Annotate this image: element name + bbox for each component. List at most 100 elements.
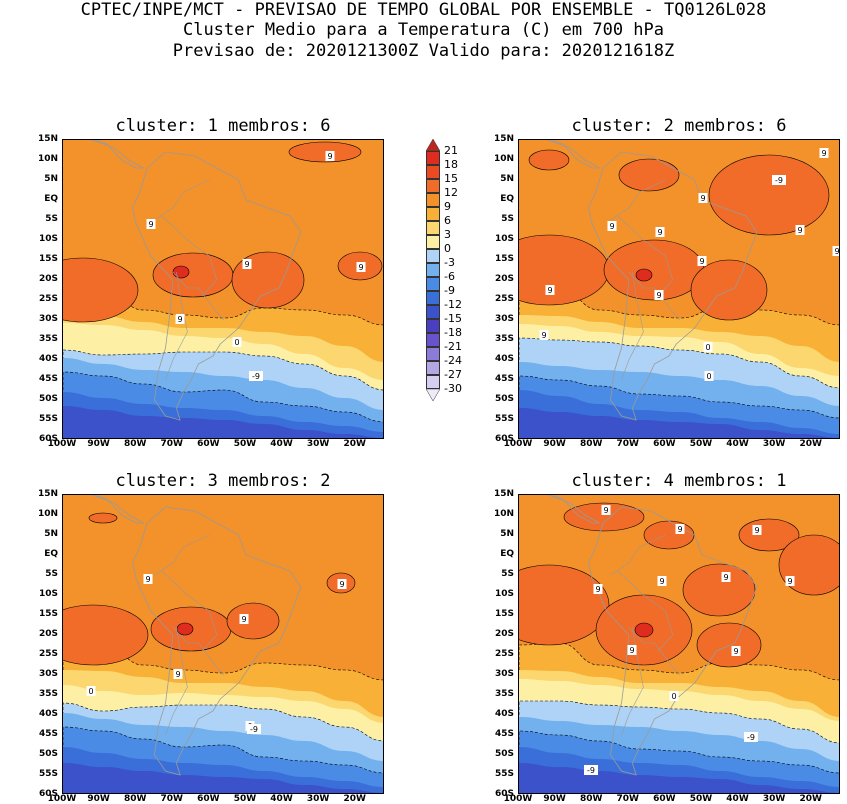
longitude-tick-label: 60W — [197, 794, 220, 804]
colorbar-level-label: -6 — [444, 270, 455, 283]
figure-title-line-1: CPTEC/INPE/MCT - PREVISAO DE TEMPO GLOBA… — [80, 0, 767, 20]
longitude-tick-label: 40W — [726, 794, 749, 804]
cluster-map: 9 9 9 9 9 9 9 9 9 9 0 0 -9 — [518, 139, 840, 439]
latitude-tick-label: 20S — [38, 274, 58, 284]
warm-core — [519, 564, 610, 646]
latitude-tick-label: 55S — [38, 414, 58, 424]
warm-core — [226, 602, 280, 640]
latitude-tick-label: 5N — [500, 529, 514, 539]
contour-label: 9 — [173, 669, 183, 679]
svg-text:9: 9 — [358, 263, 363, 272]
latitude-tick-label: 10N — [37, 154, 58, 164]
colorbar-max-arrow — [426, 139, 440, 151]
longitude-tick-label: 30W — [762, 439, 786, 449]
svg-text:9: 9 — [244, 260, 249, 269]
latitude-tick-label: 55S — [38, 769, 58, 779]
svg-text:-9: -9 — [747, 733, 755, 742]
longitude-tick-label: 100W — [503, 439, 533, 449]
longitude-tick-label: 70W — [160, 439, 183, 449]
latitude-tick-label: 10N — [493, 509, 514, 519]
temperature-band-b5 — [63, 406, 383, 438]
latitude-tick-label: 50S — [38, 749, 58, 759]
central-america-outline — [90, 495, 144, 524]
latitude-tick-label: 25S — [38, 649, 58, 659]
svg-text:0: 0 — [706, 372, 711, 381]
south-america-outline — [132, 151, 302, 421]
contour-label: 0 — [86, 686, 96, 696]
svg-text:-9: -9 — [250, 725, 258, 734]
svg-text:9: 9 — [145, 575, 150, 584]
latitude-tick-label: 55S — [494, 769, 514, 779]
cluster-map: 9 9 9 9 9 0 -9 — [62, 139, 384, 439]
svg-text:9: 9 — [327, 152, 332, 161]
colorbar-swatch — [426, 375, 440, 389]
colorbar-swatch — [426, 277, 440, 291]
latitude-tick-label: 15N — [493, 489, 514, 499]
contour-label: 9 — [752, 525, 762, 535]
colorbar-swatch — [426, 333, 440, 347]
longitude-tick-label: 100W — [47, 794, 77, 804]
longitude-tick-label: 50W — [233, 439, 257, 449]
central-america-outline — [546, 495, 600, 524]
contour-label: -9 — [584, 765, 598, 775]
latitude-tick-label: 45S — [38, 729, 58, 739]
contour-label: -9 — [247, 724, 261, 734]
longitude-tick-label: 80W — [123, 794, 147, 804]
colorbar-level-label: -9 — [444, 284, 455, 297]
warm-core — [563, 502, 645, 532]
latitude-tick-label: 50S — [494, 394, 514, 404]
longitude-tick-label: 20W — [799, 794, 822, 804]
latitude-tick-label: 25S — [494, 649, 514, 659]
latitude-tick-label: EQ — [500, 549, 514, 559]
latitude-tick-label: 45S — [494, 374, 514, 384]
longitude-tick-label: 20W — [343, 439, 366, 449]
latitude-tick-label: 10S — [38, 234, 58, 244]
warm-core — [696, 622, 762, 668]
country-boundary — [617, 570, 674, 652]
svg-text:9: 9 — [700, 194, 705, 203]
colorbar-level-label: -12 — [444, 298, 462, 311]
latitude-tick-label: 40S — [38, 354, 58, 364]
longitude-tick-label: 90W — [87, 794, 110, 804]
latitude-tick-label: 30S — [494, 314, 514, 324]
contour-label: 9 — [337, 579, 347, 589]
latitude-tick-label: 60S — [494, 434, 514, 444]
warm-core — [618, 158, 680, 192]
country-boundary — [161, 215, 218, 297]
latitude-tick-label: 40S — [494, 709, 514, 719]
latitude-tick-label: 60S — [38, 434, 58, 444]
colorbar-swatch — [426, 235, 440, 249]
latitude-tick-label: 15S — [494, 609, 514, 619]
latitude-tick-label: 45S — [494, 729, 514, 739]
temperature-band-b5 — [63, 763, 383, 793]
longitude-tick-label: 90W — [87, 439, 110, 449]
country-boundary — [610, 179, 666, 221]
south-america-outline — [588, 151, 758, 421]
svg-text:9: 9 — [175, 670, 180, 679]
contour-label: 9 — [593, 584, 603, 594]
cluster-map: 9 9 9 9 9 9 9 9 9 0 -9 -9 — [518, 494, 840, 794]
central-america-outline — [90, 140, 144, 169]
longitude-tick-label: 50W — [689, 794, 713, 804]
longitude-tick-label: 80W — [579, 794, 603, 804]
colorbar-swatch — [426, 165, 440, 179]
longitude-tick-label: 40W — [726, 439, 749, 449]
longitude-tick-label: 40W — [270, 439, 293, 449]
country-boundary — [154, 179, 210, 221]
latitude-tick-label: 20S — [38, 629, 58, 639]
latitude-tick-label: 10S — [494, 589, 514, 599]
latitude-tick-label: 5S — [45, 214, 58, 224]
temperature-band-b5 — [519, 763, 839, 793]
contour-label: 9 — [675, 524, 685, 534]
colorbar-level-label: -24 — [444, 354, 462, 367]
svg-text:9: 9 — [834, 247, 839, 256]
svg-text:0: 0 — [705, 343, 710, 352]
latitude-tick-label: 40S — [38, 709, 58, 719]
svg-text:-9: -9 — [775, 176, 783, 185]
colorbar-level-label: -18 — [444, 326, 462, 339]
svg-text:9: 9 — [595, 585, 600, 594]
latitude-tick-label: 25S — [494, 294, 514, 304]
country-boundary — [621, 271, 644, 381]
latitude-tick-label: 10N — [493, 154, 514, 164]
longitude-tick-label: 50W — [689, 439, 713, 449]
